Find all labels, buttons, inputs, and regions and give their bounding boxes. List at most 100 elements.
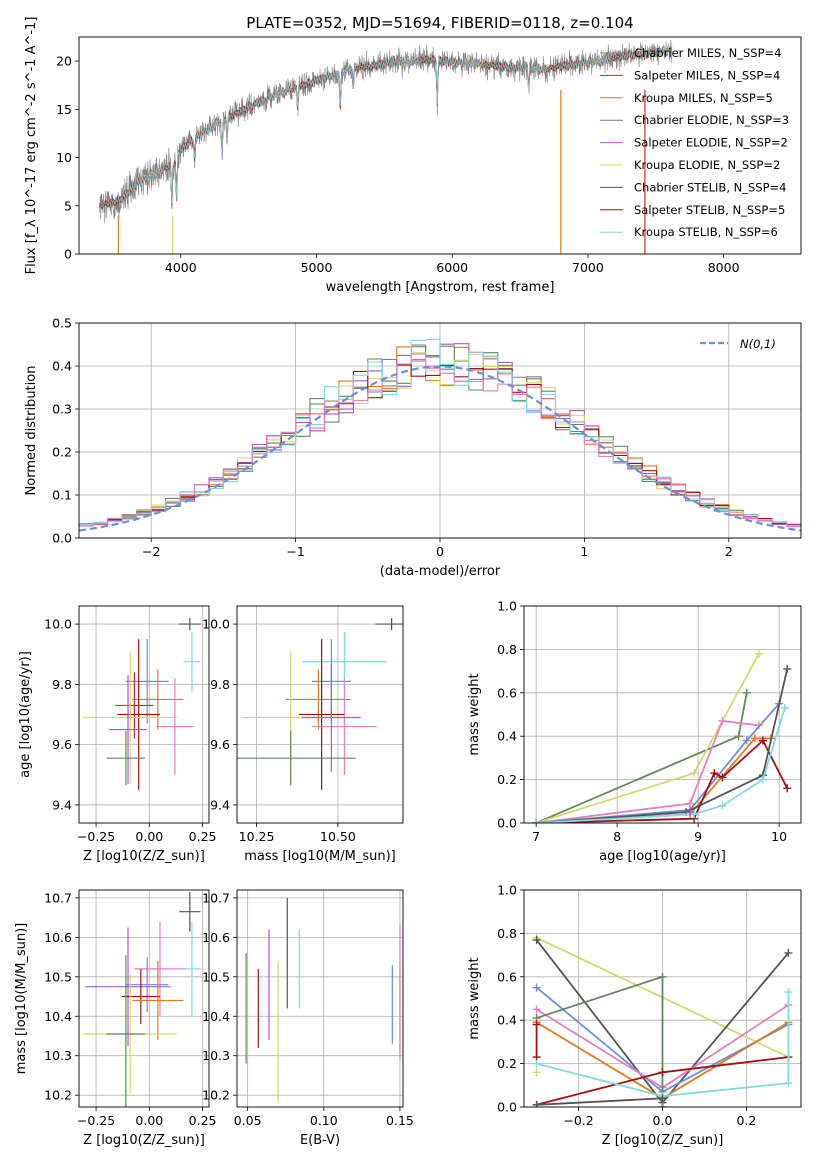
age-vs-mass-ytick-label: 9.8	[210, 677, 230, 692]
weight-vs-age-xtick-label: 9	[694, 829, 702, 844]
weight-marker	[784, 987, 793, 996]
weight-vs-age-ytick-label: 0.2	[497, 772, 517, 787]
weight-marker	[686, 808, 695, 817]
mass-vs-ebv-panel: 0.05 0.10 0.15 10.2 10.3 10.4 10.5 10.6 10.7 E(B-…	[202, 889, 414, 1148]
age-vs-mass-ytick-label: 9.6	[210, 737, 230, 752]
mass-vs-Z-xlabel: Z [log10(Z/Z_sun)]	[83, 1133, 205, 1148]
mass-vs-Z-ytick-label: 10.3	[44, 1048, 72, 1063]
weight-marker	[734, 732, 743, 741]
legend-entry: N(0,1)	[740, 337, 776, 351]
age-vs-Z-frame	[78, 605, 210, 824]
residual-hist-xtick-label: 1	[580, 544, 588, 559]
mass-vs-Z-ytick-label: 10.4	[44, 1009, 72, 1024]
weight-marker	[532, 983, 541, 992]
spectrum-ytick-label: 20	[56, 54, 72, 69]
age-vs-mass-xtick-label: 10.50	[320, 829, 356, 844]
residual-hist-xtick-label: −2	[142, 544, 160, 559]
age-vs-Z-xlabel: Z [log10(Z/Z_sun)]	[83, 849, 205, 864]
mass-vs-Z-ytick-label: 10.2	[44, 1088, 72, 1103]
weight-marker	[532, 1020, 541, 1029]
residual-hist-frame	[78, 322, 802, 539]
age-vs-mass-ytick-label: 10.0	[202, 617, 230, 632]
age-vs-Z-xtick-label: 0.00	[135, 829, 163, 844]
age-vs-Z-plot-area	[83, 618, 201, 790]
weight-vs-Z-ytick-label: 0.0	[497, 1100, 517, 1115]
weight-marker	[718, 717, 727, 726]
weight-marker	[742, 736, 751, 745]
weight-vs-age-plot-area	[532, 649, 792, 823]
spectrum-plot-area	[99, 40, 673, 254]
weight-vs-Z-xlabel: Z [log10(Z/Z_sun)]	[602, 1133, 724, 1148]
legend-entry: Kroupa STELIB, N_SSP=6	[634, 225, 778, 239]
age-vs-Z-ytick-label: 9.8	[52, 677, 72, 692]
residual-hist-ytick-label: 0.0	[52, 531, 72, 546]
weight-vs-age-xtick-label: 8	[613, 829, 621, 844]
weight-line	[536, 1097, 663, 1106]
spectrum-legend: Chabrier MILES, N_SSP=4 Salpeter MILES, N…	[600, 46, 789, 239]
weight-vs-Z-plot-area	[532, 933, 793, 1107]
mass-vs-ebv-ytick-label: 10.5	[202, 969, 230, 984]
weight-vs-age-ytick-label: 1.0	[497, 599, 517, 614]
mass-vs-ebv-xtick-label: 0.10	[310, 1113, 338, 1128]
weight-vs-age-xlabel: age [log10(age/yr)]	[599, 849, 726, 864]
residual-hist-xlabel: (data-model)/error	[380, 564, 501, 579]
weight-vs-age-ytick-label: 0.0	[497, 816, 517, 831]
age-vs-mass-plot-area	[237, 618, 403, 790]
weight-line	[536, 992, 790, 1098]
weight-vs-Z-ylabel: mass weight	[467, 957, 482, 1039]
residual-hist-ytick-label: 0.4	[52, 359, 72, 374]
mass-vs-Z-panel: −0.25 0.00 0.25 10.2 10.3 10.4 10.5 10.6 10.7 Z […	[14, 889, 217, 1148]
age-vs-mass-panel: 10.25 10.50 9.4 9.6 9.8 10.0 mass [log10(M/M_s…	[202, 605, 404, 864]
weight-marker	[780, 703, 789, 712]
mass-vs-ebv-ytick-label: 10.2	[202, 1088, 230, 1103]
weight-marker	[758, 775, 767, 784]
weight-marker	[658, 1094, 667, 1103]
spectrum-xtick-label: 7000	[572, 260, 604, 275]
weight-marker	[532, 1068, 541, 1077]
age-vs-Z-panel: −0.25 0.00 0.25 9.4 9.6 9.8 10.0 Z [log10(Z/Z_s…	[18, 605, 217, 864]
mass-vs-ebv-frame	[236, 889, 404, 1108]
weight-vs-age-ylabel: mass weight	[467, 673, 482, 755]
spectrum-ytick-label: 5	[64, 198, 72, 213]
age-vs-Z-ytick-label: 10.0	[44, 617, 72, 632]
weight-vs-Z-xtick-label: 0.2	[736, 1113, 756, 1128]
mass-vs-Z-ylabel: mass [log10(M/M_sun)]	[14, 923, 29, 1075]
mass-vs-Z-ytick-label: 10.5	[44, 969, 72, 984]
weight-vs-age-frame	[523, 605, 802, 824]
residual-hist-plot-area	[79, 338, 801, 532]
weight-vs-Z-xtick-label: 0.0	[653, 1113, 673, 1128]
histogram-step	[79, 353, 801, 527]
weight-marker	[532, 1005, 541, 1014]
weight-line	[536, 668, 789, 823]
weight-vs-Z-ytick-label: 0.2	[497, 1056, 517, 1071]
spectrum-xlabel: wavelength [Angstrom, rest frame]	[326, 280, 555, 295]
residual-hist-ylabel: Normed distribution	[24, 366, 39, 496]
age-vs-mass-xtick-label: 10.25	[239, 829, 275, 844]
weight-vs-Z-ytick-label: 0.6	[497, 969, 517, 984]
mass-vs-ebv-xtick-label: 0.15	[386, 1113, 414, 1128]
weight-marker	[783, 784, 792, 793]
weight-marker	[718, 773, 727, 782]
age-vs-Z-xtick-label: 0.25	[189, 829, 217, 844]
mass-vs-ebv-ytick-label: 10.6	[202, 930, 230, 945]
age-vs-Z-xtick-label: −0.25	[77, 829, 115, 844]
mass-vs-ebv-xtick-label: 0.05	[234, 1113, 262, 1128]
spectrum-ytick-label: 0	[64, 247, 72, 262]
weight-marker	[532, 935, 541, 944]
residual-hist-xtick-label: −1	[286, 544, 304, 559]
mass-vs-Z-xtick-label: 0.25	[189, 1113, 217, 1128]
weight-marker	[784, 1079, 793, 1088]
age-vs-Z-ylabel: age [log10(age/yr)]	[18, 651, 33, 778]
weight-vs-age-ytick-label: 0.6	[497, 685, 517, 700]
mass-vs-ebv-ytick-label: 10.3	[202, 1048, 230, 1063]
spectrum-panel: 4000 5000 6000 7000 8000 0 5 10 15 20 wavelength […	[24, 17, 802, 295]
legend-entry: Salpeter STELIB, N_SSP=5	[634, 203, 785, 217]
normal-curve	[79, 365, 801, 532]
legend-entry: Chabrier STELIB, N_SSP=4	[634, 180, 786, 194]
mass-vs-ebv-plot-area	[245, 897, 401, 1104]
spectrum-xtick-label: 4000	[165, 260, 197, 275]
mass-vs-Z-plot-area	[83, 891, 201, 1107]
mass-vs-ebv-xlabel: E(B-V)	[300, 1133, 340, 1148]
